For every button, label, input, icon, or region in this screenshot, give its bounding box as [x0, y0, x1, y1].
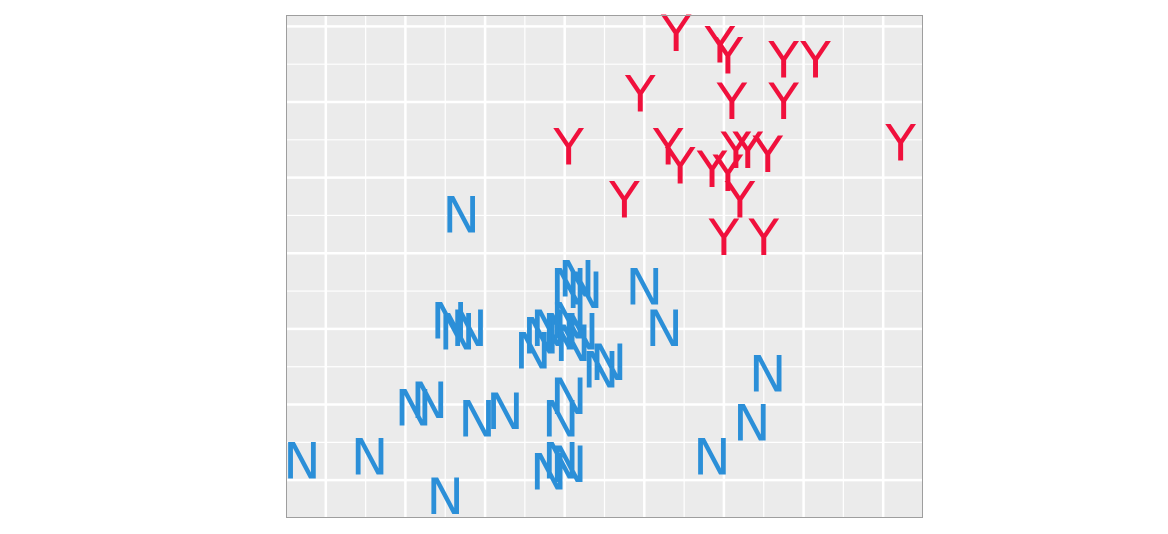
data-point-n: N: [550, 368, 587, 426]
data-point-y: Y: [660, 5, 692, 63]
data-point-y: Y: [712, 28, 744, 86]
data-point-y: Y: [724, 171, 756, 229]
data-point-n: N: [693, 428, 730, 486]
data-point-n: N: [626, 258, 663, 316]
data-point-n: N: [542, 391, 579, 449]
data-point-y: Y: [664, 137, 696, 195]
data-point-y: Y: [767, 31, 799, 89]
data-point-y: Y: [652, 118, 684, 176]
data-point-n: N: [283, 432, 320, 490]
data-point-y: Y: [708, 209, 740, 267]
data-point-y: Y: [747, 209, 779, 267]
data-point-n: N: [550, 292, 587, 350]
data-point-n: N: [542, 304, 579, 362]
data-point-n: N: [351, 428, 388, 486]
data-point-n: N: [411, 372, 448, 430]
data-point-y: Y: [552, 118, 584, 176]
data-point-n: N: [566, 262, 603, 320]
data-point-n: N: [550, 258, 587, 316]
data-point-n: N: [530, 444, 567, 502]
data-point-y: Y: [799, 31, 831, 89]
data-point-y: Y: [696, 141, 728, 199]
data-point-n: N: [550, 436, 587, 494]
data-point-n: N: [558, 251, 595, 309]
data-point-n: N: [395, 379, 432, 437]
data-point-n: N: [562, 304, 599, 362]
data-point-y: Y: [716, 73, 748, 131]
data-point-y: Y: [624, 65, 656, 123]
data-point-n: N: [431, 292, 468, 350]
data-point-n: N: [554, 315, 591, 373]
data-point-n: N: [438, 304, 475, 362]
data-point-n: N: [542, 432, 579, 490]
data-point-n: N: [733, 394, 770, 452]
data-point-n: N: [522, 307, 559, 365]
data-point-n: N: [749, 345, 786, 403]
data-point-n: N: [458, 391, 495, 449]
data-point-y: Y: [732, 122, 764, 180]
data-point-n: N: [486, 383, 523, 441]
grid-lines: [286, 15, 923, 518]
data-point-n: N: [427, 468, 464, 526]
data-point-n: N: [582, 342, 619, 400]
data-point-y: Y: [751, 126, 783, 184]
data-point-n: N: [442, 186, 479, 244]
data-point-y: Y: [704, 16, 736, 74]
data-point-n: N: [450, 300, 487, 358]
plot-border: [286, 15, 923, 518]
data-point-y: Y: [767, 73, 799, 131]
data-point-y: Y: [712, 145, 744, 203]
data-point-y: Y: [720, 122, 752, 180]
data-point-n: N: [530, 300, 567, 358]
data-point-n: N: [646, 300, 683, 358]
data-point-n: N: [590, 334, 627, 392]
data-point-y: Y: [608, 171, 640, 229]
data-point-y: Y: [884, 115, 916, 173]
data-point-n: N: [514, 323, 551, 381]
